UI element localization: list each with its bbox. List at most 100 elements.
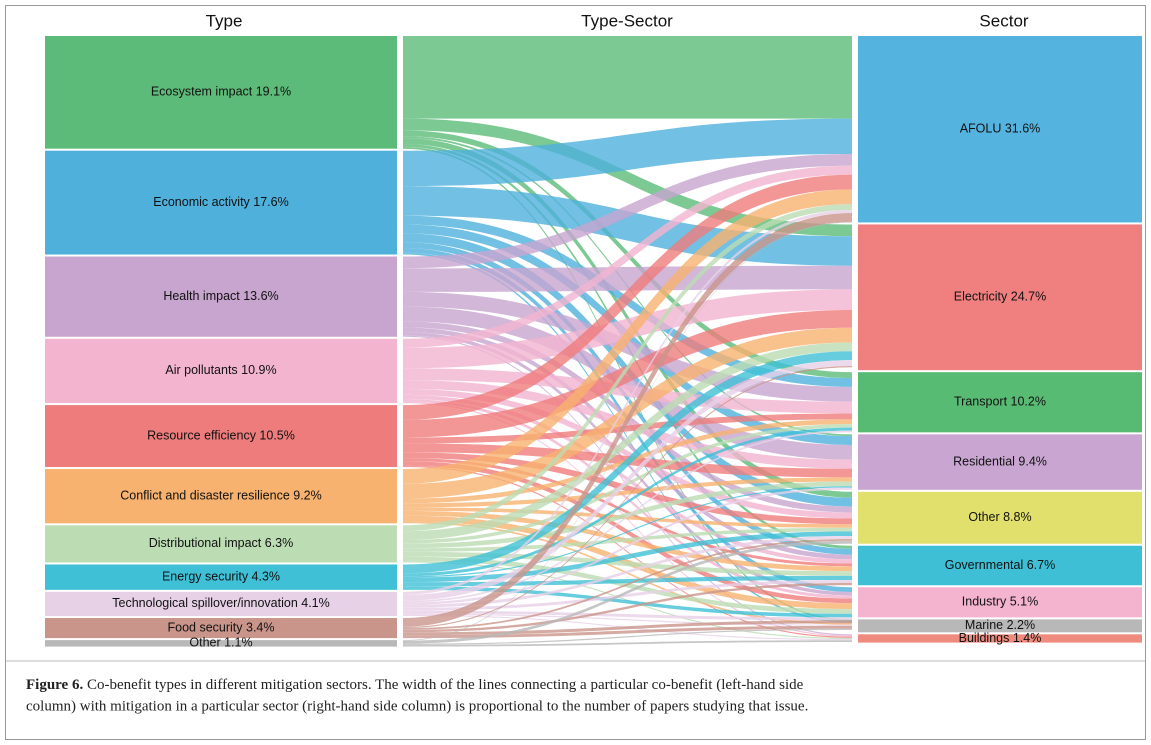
node-label: Distributional impact 6.3% (149, 536, 294, 550)
node (45, 469, 397, 524)
flow (403, 398, 852, 599)
node-label: Residential 9.4% (953, 454, 1047, 468)
node-label: Energy security 4.3% (162, 569, 280, 583)
flow (403, 527, 852, 552)
node (858, 634, 1142, 643)
node (858, 545, 1142, 586)
flow (403, 221, 852, 641)
flow (403, 342, 852, 541)
node (45, 256, 397, 337)
flow (403, 579, 852, 611)
flow (403, 368, 852, 414)
flow (403, 242, 852, 555)
flow (403, 531, 852, 583)
flow (403, 413, 852, 444)
node (45, 150, 397, 255)
node-label: Health impact 13.6% (163, 289, 278, 303)
flow (403, 452, 852, 525)
node-label: Technological spillover/innovation 4.1% (112, 596, 330, 610)
node-label: Ecosystem impact 19.1% (151, 85, 291, 99)
node (858, 491, 1142, 544)
node-label: AFOLU 31.6% (960, 122, 1041, 136)
node-label: Electricity 24.7% (954, 290, 1046, 304)
flow (403, 610, 852, 621)
node (45, 564, 397, 590)
node (858, 36, 1142, 223)
node (45, 405, 397, 468)
flows (403, 36, 852, 647)
flow (403, 189, 852, 484)
caption-text: column) with mitigation in a particular … (26, 698, 808, 714)
flow (403, 625, 852, 639)
flow (403, 477, 852, 508)
node (45, 36, 397, 149)
caption-label: Figure 6. (26, 677, 83, 693)
flow (403, 582, 852, 633)
flow (403, 465, 852, 638)
flow (403, 388, 852, 519)
node-label: Food security 3.4% (168, 620, 275, 634)
flow (403, 204, 852, 532)
node (858, 434, 1142, 490)
flow (403, 118, 852, 187)
flow (403, 360, 852, 601)
flow (403, 586, 852, 618)
flow (403, 613, 852, 626)
flow (403, 306, 852, 460)
flow (403, 640, 852, 647)
flow (403, 138, 852, 498)
flow (403, 366, 852, 629)
node-label: Governmental 6.7% (945, 558, 1055, 572)
caption: Figure 6. Co-benefit types in different … (26, 677, 804, 693)
flow (403, 427, 852, 577)
flow (403, 481, 852, 549)
flow (403, 210, 852, 595)
node (858, 372, 1142, 433)
node-label: Economic activity 17.6% (153, 195, 288, 209)
flow (403, 536, 852, 608)
flow (403, 628, 852, 645)
node-label: Transport 10.2% (954, 395, 1046, 409)
node-label: Resource efficiency 10.5% (147, 428, 295, 442)
node-label: Industry 5.1% (962, 595, 1038, 609)
flow (403, 458, 852, 567)
flow (403, 486, 852, 578)
flow (403, 165, 852, 348)
flow (403, 539, 852, 630)
header: Type-Sector (581, 11, 673, 30)
node (45, 338, 397, 404)
flow (403, 118, 852, 237)
flow (403, 186, 852, 266)
node (858, 619, 1142, 633)
flow (403, 327, 852, 499)
node (858, 587, 1142, 618)
flow (403, 424, 852, 544)
flow (403, 487, 852, 605)
flow (403, 174, 852, 420)
node-label: Air pollutants 10.9% (165, 363, 276, 377)
flow (403, 430, 852, 603)
node (45, 525, 397, 563)
flow (403, 289, 852, 369)
flow (403, 154, 852, 269)
header: Type (206, 11, 243, 30)
flow (403, 351, 852, 574)
flow (403, 540, 852, 644)
node-label: Buildings 1.4% (959, 631, 1042, 645)
node-label: Marine 2.2% (965, 618, 1035, 632)
node-label: Conflict and disaster resilience 9.2% (120, 488, 322, 502)
flow (403, 213, 852, 627)
node-label: Other 1.1% (189, 636, 252, 650)
flow (403, 551, 852, 576)
caption-text: Co-benefit types in different mitigation… (87, 677, 804, 693)
node-label: Other 8.8% (968, 510, 1031, 524)
flow (403, 265, 852, 292)
frame (5, 5, 1146, 740)
node (45, 591, 397, 617)
node (45, 640, 397, 647)
header: Sector (979, 11, 1028, 30)
flow (403, 36, 852, 119)
node (45, 618, 397, 639)
